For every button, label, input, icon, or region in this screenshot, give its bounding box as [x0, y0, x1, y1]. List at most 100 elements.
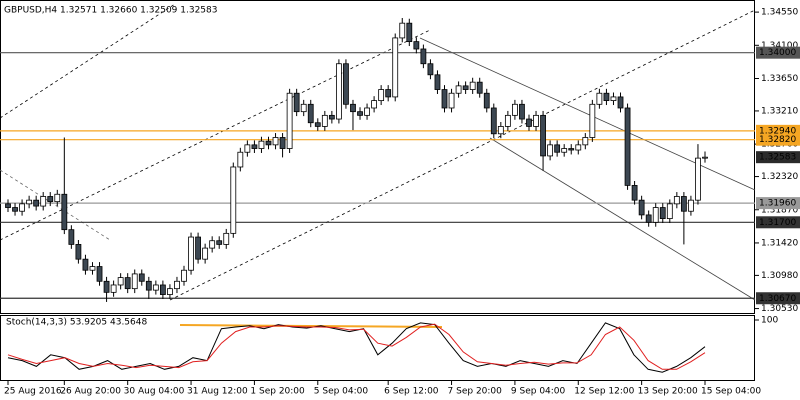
candle-body: [483, 92, 490, 109]
candle-body: [159, 284, 166, 295]
candle-body: [181, 269, 187, 282]
price-label: 1.34000: [759, 48, 796, 58]
candle-body: [110, 284, 117, 293]
stoch-line: [7, 322, 706, 373]
candle-body: [561, 148, 568, 153]
candle-body: [82, 258, 89, 271]
candle-body: [195, 236, 201, 260]
candle-body: [40, 196, 47, 207]
candle-body: [258, 140, 265, 149]
price-label-box: [756, 151, 800, 164]
candle-body: [631, 185, 638, 201]
candle-body: [504, 114, 511, 127]
candle-body: [5, 203, 11, 208]
x-tick-label: 7 Sep 20:00: [448, 387, 503, 397]
candle-body: [603, 92, 610, 102]
candle-body: [519, 103, 525, 120]
candle-body: [61, 193, 68, 231]
price-label-box: [756, 292, 800, 305]
candle-body: [286, 92, 293, 149]
candle-body: [666, 203, 673, 220]
candle-body: [174, 280, 180, 290]
candle-body: [695, 157, 701, 201]
candle-body: [272, 137, 279, 146]
y-tick-label: 1.31870: [761, 205, 798, 215]
x-tick-label: 12 Sep 12:00: [574, 387, 634, 397]
candle-body: [131, 273, 138, 290]
candle-body: [378, 89, 385, 102]
candle-body: [399, 22, 406, 39]
price-label-box: [756, 46, 800, 59]
candle-body: [96, 266, 103, 282]
channel-line: [0, 29, 431, 241]
x-tick-label: 13 Sep 20:00: [638, 387, 698, 397]
candle-body: [455, 85, 462, 94]
candle-body: [659, 207, 666, 220]
candle-body: [469, 81, 476, 90]
candle-body: [673, 196, 680, 205]
candle-body: [75, 244, 82, 260]
candle-body: [420, 48, 427, 65]
candle-body: [54, 193, 61, 203]
candle-body: [406, 22, 413, 43]
candle-body: [596, 92, 603, 105]
y-tick-label: 1.33210: [761, 106, 798, 116]
candle-body: [497, 126, 504, 135]
candle-body: [688, 199, 694, 212]
candle-body: [265, 140, 272, 146]
price-label-box: [756, 216, 800, 229]
channel-line: [0, 3, 176, 119]
candle-body: [568, 148, 575, 151]
price-label: 1.32940: [759, 126, 796, 136]
candle-body: [385, 89, 392, 98]
price-label-box: [756, 133, 800, 146]
candle-body: [33, 199, 40, 207]
x-tick-label: 15 Sep 04:00: [701, 387, 761, 397]
candle-body: [167, 288, 173, 295]
y-tick-label: 1.31420: [761, 238, 798, 248]
candle-body: [117, 277, 124, 286]
candle-body: [279, 137, 286, 149]
candle-body: [293, 92, 300, 113]
candle-body: [589, 103, 596, 138]
y-tick-label: 1.32320: [761, 172, 798, 182]
candle-body: [321, 114, 328, 127]
candle-body: [624, 107, 631, 186]
candle-body: [680, 196, 687, 212]
candle-body: [533, 114, 539, 127]
x-tick-label: 31 Aug 12:00: [187, 387, 248, 397]
candle-body: [490, 107, 497, 135]
candle-body: [364, 107, 370, 116]
y-tick-label: 1.30980: [761, 271, 798, 281]
candle-body: [554, 144, 561, 153]
candle-body: [230, 166, 237, 234]
candle-body: [47, 196, 54, 203]
candle-body: [335, 63, 342, 120]
candle-body: [462, 85, 469, 90]
candle-body: [209, 240, 216, 249]
chart-title: GBPUSD,H4 1.32571 1.32660 1.32509 1.3258…: [4, 6, 217, 16]
candle-body: [103, 280, 110, 293]
candle-body: [152, 284, 159, 291]
candle-body: [314, 122, 321, 127]
candle-body: [547, 144, 554, 157]
candle-body: [526, 118, 532, 127]
candle-body: [26, 199, 33, 205]
y-tick-label: 1.34550: [761, 8, 798, 18]
price-label: 1.32583: [759, 153, 796, 163]
candle-body: [582, 137, 589, 146]
price-label: 1.31700: [759, 218, 796, 228]
candle-body: [645, 214, 652, 223]
candle-body: [512, 103, 518, 116]
trendlines: [0, 3, 756, 328]
candle-body: [652, 207, 659, 223]
candle-body: [138, 273, 145, 282]
candle-body: [610, 96, 617, 102]
candle-body: [350, 103, 356, 113]
candle-body: [617, 96, 624, 109]
x-tick-label: 5 Sep 04:00: [314, 387, 369, 397]
candle-body: [244, 144, 251, 153]
candle-body: [145, 280, 152, 291]
candle-body: [19, 203, 25, 212]
